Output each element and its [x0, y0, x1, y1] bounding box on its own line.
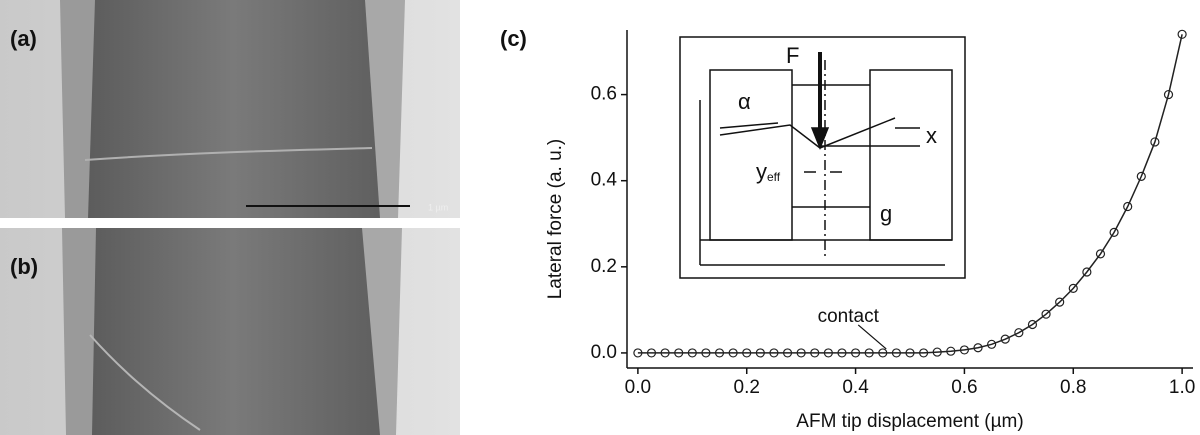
data-point — [674, 348, 684, 358]
y-tick-label: 0.2 — [591, 256, 617, 277]
data-point — [850, 348, 861, 358]
data-point — [919, 348, 929, 358]
panel-label: (b) — [10, 254, 38, 279]
panel-label: (a) — [10, 26, 37, 51]
inset-label: yeff — [756, 159, 781, 184]
x-axis-label: AFM tip displacement (µm) — [796, 411, 1023, 432]
data-point — [796, 348, 806, 358]
data-point — [1177, 29, 1187, 39]
data-point — [687, 348, 697, 358]
inset-diagram — [679, 36, 966, 279]
data-point — [1095, 249, 1106, 259]
annotation-arrow — [857, 324, 887, 350]
data-point — [864, 348, 874, 358]
x-tick-label: 1.0 — [1169, 377, 1195, 398]
x-tick-label: 0.2 — [734, 377, 760, 398]
data-point — [728, 348, 738, 358]
sem-image-b — [0, 228, 460, 435]
data-point — [769, 348, 779, 358]
data-point — [1000, 334, 1010, 344]
data-point — [1027, 319, 1038, 330]
data-point — [1163, 89, 1174, 100]
inset-label: g — [880, 201, 892, 226]
data-point — [755, 348, 765, 358]
y-tick-label: 0.4 — [591, 170, 618, 191]
data-point — [701, 348, 711, 358]
data-point — [987, 339, 997, 349]
data-point — [1082, 267, 1092, 277]
x-tick-label: 0.6 — [951, 377, 977, 398]
inset-label: α — [738, 89, 751, 114]
x-tick-label: 0.8 — [1060, 377, 1086, 398]
data-point — [714, 348, 725, 358]
data-point — [959, 345, 970, 355]
x-tick-label: 0.0 — [625, 377, 651, 398]
y-axis-label: Lateral force (a. u.) — [545, 139, 566, 300]
data-point — [837, 348, 847, 358]
data-point — [1014, 328, 1024, 338]
data-point — [742, 348, 752, 358]
data-point — [1150, 137, 1160, 147]
inset-label: F — [786, 43, 799, 68]
data-point — [633, 348, 643, 358]
inset-subscript: eff — [767, 170, 781, 184]
data-point — [782, 348, 793, 358]
data-point — [1109, 227, 1119, 237]
data-point — [660, 348, 670, 358]
inset-label: x — [926, 123, 937, 148]
data-point — [973, 343, 983, 353]
data-point — [905, 348, 915, 358]
data-point — [1041, 309, 1051, 319]
annotation: contact — [818, 306, 880, 327]
inset-label: y — [756, 159, 767, 184]
sem-image-a: 1 µm — [0, 0, 460, 218]
data-point — [878, 348, 888, 358]
data-point — [1055, 297, 1065, 307]
data-point — [823, 348, 833, 358]
data-point — [810, 348, 820, 358]
data-point — [1136, 171, 1146, 181]
data-point — [1068, 283, 1078, 293]
data-point — [646, 348, 657, 358]
data-point — [946, 346, 956, 356]
panel-label: (c) — [500, 26, 527, 51]
data-point — [1123, 201, 1133, 212]
data-point — [932, 347, 942, 357]
x-tick-label: 0.4 — [842, 377, 869, 398]
scale-bar-label: 1 µm — [428, 202, 448, 212]
y-tick-label: 0.0 — [591, 342, 617, 363]
y-tick-label: 0.6 — [591, 84, 617, 105]
data-point — [891, 348, 901, 358]
